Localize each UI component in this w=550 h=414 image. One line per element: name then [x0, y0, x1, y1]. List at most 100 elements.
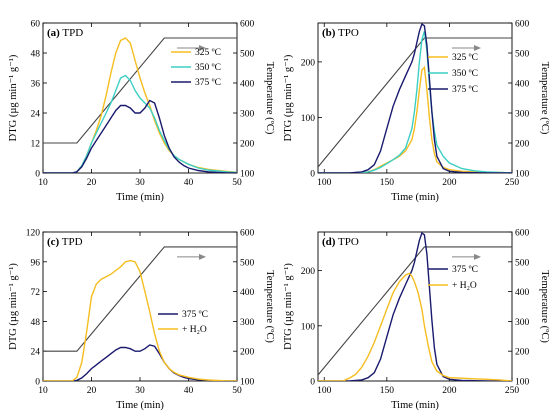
- x-tick-label: 40: [184, 386, 194, 396]
- y2-tick-label: 100: [240, 378, 255, 388]
- y2-tick-label: 200: [240, 140, 255, 150]
- y2-tick-label: 600: [515, 20, 530, 30]
- y-tick-label: 200: [301, 267, 316, 277]
- y2-tick-label: 200: [515, 348, 530, 358]
- y-tick-label: 0: [310, 170, 315, 180]
- x-tick-label: 200: [442, 178, 457, 188]
- x-axis-label: Time (min): [391, 400, 439, 411]
- y2-tick-label: 300: [240, 318, 255, 328]
- y2-tick-label: 300: [515, 318, 530, 328]
- y2-axis-label: Temperature (ºC): [264, 270, 275, 343]
- series-line: [318, 31, 512, 173]
- y-tick-label: 24: [31, 110, 41, 120]
- legend-label: 375 ºC: [452, 85, 478, 95]
- x-tick-label: 20: [87, 386, 97, 396]
- y2-tick-label: 100: [515, 170, 530, 180]
- panel-title: (d) TPO: [322, 236, 359, 248]
- legend-label: 325 ºC: [452, 53, 478, 63]
- panel-title: (a) TPD: [47, 27, 83, 39]
- panel-label: (d): [322, 236, 336, 248]
- y-tick-label: 100: [301, 322, 316, 332]
- x-tick-label: 150: [380, 178, 395, 188]
- x-axis-label: Time (min): [391, 192, 439, 203]
- y-tick-label: 60: [31, 20, 41, 30]
- y2-tick-label: 600: [240, 20, 255, 30]
- x-axis-label: Time (min): [116, 400, 164, 411]
- y2-tick-label: 100: [240, 170, 255, 180]
- y2-tick-label: 300: [240, 110, 255, 120]
- legend-label: 350 ºC: [195, 63, 221, 73]
- y-axis-label: DTG (µg min⁻¹ g⁻¹): [8, 54, 19, 141]
- x-tick-label: 50: [232, 178, 242, 188]
- series-line: [318, 65, 512, 173]
- x-tick-label: 30: [135, 386, 145, 396]
- y2-tick-label: 600: [515, 229, 530, 239]
- x-tick-label: 100: [317, 386, 332, 396]
- x-tick-label: 250: [505, 386, 520, 396]
- temperature-line: [318, 37, 512, 168]
- plot-frame: [317, 22, 513, 174]
- x-tick-label: 10: [38, 386, 48, 396]
- panel-label: (a): [47, 27, 60, 39]
- series-line: [318, 272, 512, 381]
- y2-axis-label: Temperature (ºC): [539, 62, 550, 135]
- y-tick-label: 36: [31, 80, 41, 90]
- x-tick-label: 20: [87, 178, 97, 188]
- temperature-line: [318, 246, 512, 376]
- x-tick-label: 30: [135, 178, 145, 188]
- y-tick-label: 96: [31, 258, 41, 268]
- y2-tick-label: 600: [240, 229, 255, 239]
- y-tick-label: 12: [31, 140, 41, 150]
- y-tick-label: 200: [301, 58, 316, 68]
- y2-axis-label: Temperature (ºC): [539, 270, 550, 343]
- plot-frame: [42, 231, 238, 382]
- series-line: [43, 259, 237, 381]
- legend-label: 325 ºC: [195, 48, 221, 58]
- y-tick-label: 48: [31, 50, 41, 60]
- y2-axis-label: Temperature (ºC): [264, 62, 275, 135]
- temperature-line: [43, 37, 237, 144]
- y-tick-label: 48: [31, 318, 41, 328]
- y-tick-label: 120: [26, 229, 41, 239]
- legend-label: 375 ºC: [182, 310, 208, 320]
- panel-title: (b) TPO: [322, 27, 359, 39]
- y-tick-label: 100: [301, 114, 316, 124]
- temperature-arrowhead: [474, 45, 481, 51]
- temperature-line: [43, 246, 237, 352]
- y-tick-label: 72: [31, 288, 41, 298]
- series-line: [43, 344, 237, 381]
- temperature-arrowhead: [199, 45, 206, 51]
- panel-label: (c): [47, 236, 60, 248]
- x-tick-label: 200: [442, 386, 457, 396]
- y2-tick-label: 400: [240, 80, 255, 90]
- y2-tick-label: 400: [515, 80, 530, 90]
- x-tick-label: 10: [38, 178, 48, 188]
- panel-title: (c) TPD: [47, 236, 83, 248]
- legend-label: + H₂O: [452, 281, 477, 291]
- y2-tick-label: 100: [515, 378, 530, 388]
- legend-label: 375 ºC: [195, 78, 221, 88]
- x-axis-label: Time (min): [116, 192, 164, 203]
- series-line: [43, 99, 237, 173]
- panel-label: (b): [322, 27, 336, 39]
- panel-name: TPD: [59, 236, 82, 248]
- temperature-arrowhead: [199, 253, 206, 260]
- series-line: [318, 23, 512, 173]
- series-line: [318, 232, 512, 381]
- y2-tick-label: 200: [240, 348, 255, 358]
- y2-tick-label: 500: [515, 50, 530, 60]
- x-tick-label: 100: [317, 178, 332, 188]
- legend-label: 350 ºC: [452, 69, 478, 79]
- legend-label: 375 ºC: [452, 265, 478, 275]
- x-tick-label: 40: [184, 178, 194, 188]
- y-tick-label: 24: [31, 348, 41, 358]
- x-tick-label: 250: [505, 178, 520, 188]
- legend-label: + H₂O: [182, 325, 207, 335]
- y2-tick-label: 500: [240, 258, 255, 268]
- series-line: [43, 37, 237, 173]
- plot-frame: [317, 231, 513, 382]
- y-tick-label: 0: [310, 378, 315, 388]
- y-axis-label: DTG (µg min⁻¹ g⁻¹): [283, 263, 294, 350]
- panel-name: TPO: [335, 27, 358, 39]
- series-line: [43, 74, 237, 173]
